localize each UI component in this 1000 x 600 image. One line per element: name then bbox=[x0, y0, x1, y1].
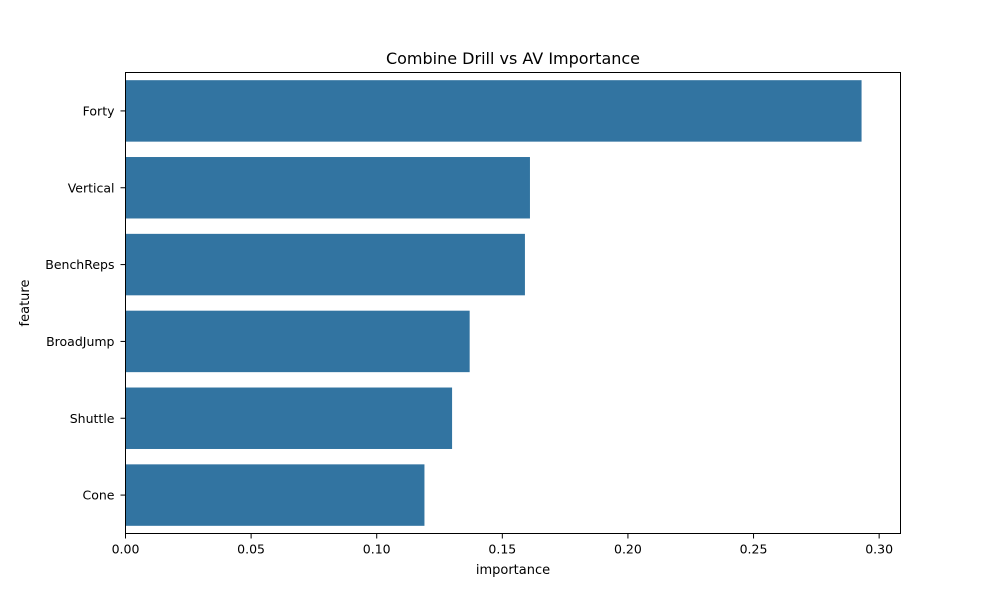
x-axis-label: importance bbox=[476, 563, 550, 578]
chart-title: Combine Drill vs AV Importance bbox=[386, 49, 640, 68]
y-axis-label: feature bbox=[18, 280, 33, 327]
y-tick-label: BenchReps bbox=[45, 257, 114, 272]
bar-shuttle bbox=[125, 387, 453, 449]
x-tick-label: 0.30 bbox=[865, 542, 893, 557]
x-tick-label: 0.25 bbox=[740, 542, 768, 557]
y-tick-label: Vertical bbox=[68, 180, 115, 195]
x-tick-label: 0.15 bbox=[488, 542, 516, 557]
y-axis-ticks: Forty Vertical BenchReps BroadJump Shuttle Co… bbox=[45, 103, 126, 503]
y-tick-label: Forty bbox=[83, 103, 115, 118]
x-axis-ticks: 0.00 0.05 0.10 0.15 0.20 0.25 0.30 bbox=[112, 533, 893, 557]
bar-forty bbox=[125, 80, 862, 142]
plot-area-frame bbox=[125, 72, 901, 534]
x-tick-label: 0.05 bbox=[237, 542, 265, 557]
bar-benchreps bbox=[125, 233, 525, 296]
y-tick-label: BroadJump bbox=[46, 334, 114, 349]
x-tick-label: 0.00 bbox=[112, 542, 140, 557]
y-tick-label: Shuttle bbox=[70, 411, 115, 426]
x-tick-label: 0.20 bbox=[614, 542, 642, 557]
bar-cone bbox=[125, 464, 425, 526]
bar-vertical bbox=[125, 157, 530, 219]
x-tick-label: 0.10 bbox=[363, 542, 391, 557]
y-tick-label: Cone bbox=[83, 488, 115, 503]
bars-layer bbox=[125, 80, 862, 526]
bar-broadjump bbox=[125, 310, 470, 373]
